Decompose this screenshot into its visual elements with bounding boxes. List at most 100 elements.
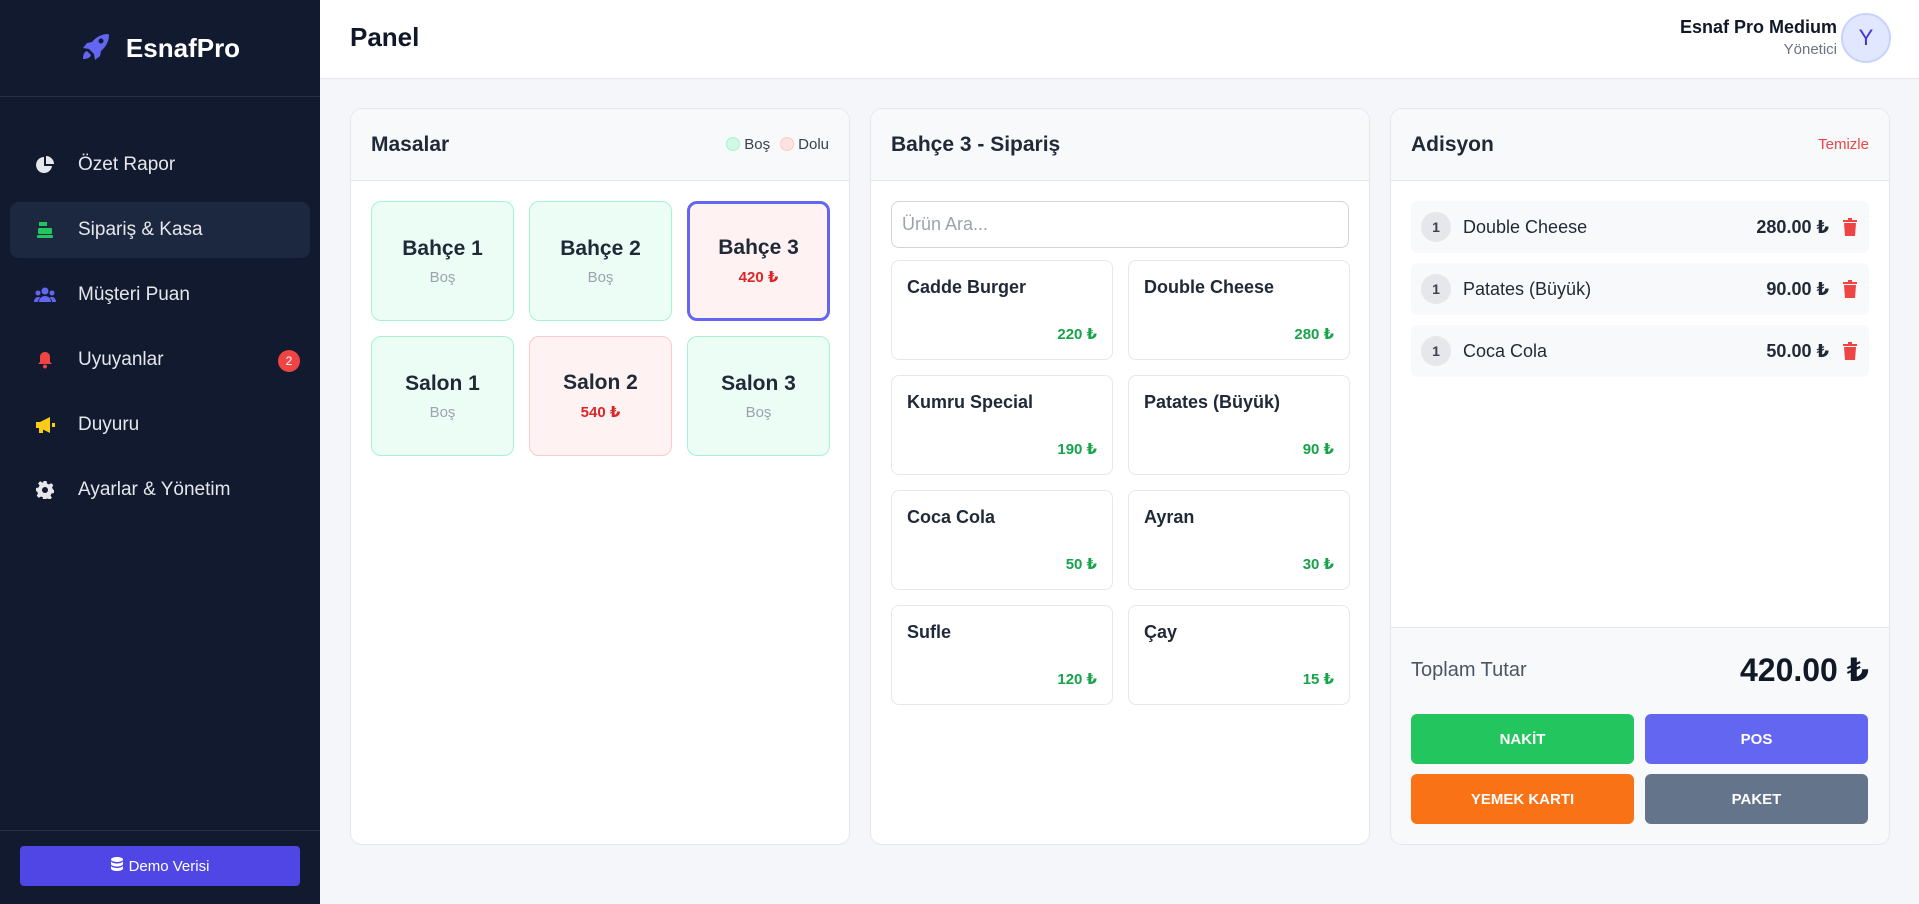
product-card[interactable]: Coca Cola 50 ₺ (891, 490, 1113, 590)
bill-item-name: Double Cheese (1463, 216, 1588, 237)
product-card[interactable]: Patates (Büyük) 90 ₺ (1128, 375, 1350, 475)
legend-full-label: Dolu (798, 136, 829, 153)
product-name: Ayran (1144, 507, 1195, 527)
gear-icon (34, 479, 56, 501)
sidebar-item-label: Özet Rapor (78, 154, 176, 175)
product-price: 220 ₺ (1057, 326, 1097, 343)
pie-chart-icon (34, 154, 56, 176)
product-name: Double Cheese (1144, 277, 1275, 297)
tables-panel-title: Masalar (371, 132, 450, 156)
product-name: Patates (Büyük) (1144, 392, 1281, 412)
user-role: Yönetici (1783, 41, 1837, 58)
bill-panel-title: Adisyon (1411, 132, 1494, 156)
table-name: Bahçe 2 (560, 236, 641, 260)
table-status-legend: Boş Dolu (726, 136, 829, 153)
product-card[interactable]: Kumru Special 190 ₺ (891, 375, 1113, 475)
table-status: 540 ₺ (580, 404, 621, 421)
top-header: Panel Esnaf Pro Medium Yönetici Y (320, 0, 1919, 79)
trash-icon[interactable] (1841, 341, 1859, 361)
bell-icon (34, 349, 56, 371)
sidebar-item-duyuru[interactable]: Duyuru (10, 397, 310, 453)
table-status: 420 ₺ (738, 269, 779, 286)
product-price: 280 ₺ (1294, 326, 1334, 343)
product-name: Cadde Burger (907, 277, 1027, 297)
product-name: Kumru Special (907, 392, 1034, 412)
table-name: Bahçe 1 (402, 236, 483, 260)
bill-item: 1 Patates (Büyük) 90.00 ₺ (1411, 263, 1869, 315)
cash-payment-button[interactable]: NAKİT (1411, 714, 1634, 764)
bill-item-qty: 1 (1421, 274, 1451, 304)
table-name: Bahçe 3 (718, 236, 799, 259)
avatar[interactable]: Y (1841, 13, 1891, 63)
tables-grid: Bahçe 1 Boş Bahçe 2 Boş Bahçe 3 420 ₺ Sa… (351, 181, 849, 476)
total-row: Toplam Tutar 420.00 ₺ (1411, 650, 1869, 690)
payment-buttons: NAKİT POS YEMEK KARTI PAKET (1411, 714, 1869, 824)
sidebar-item-ayarlar-yonetim[interactable]: Ayarlar & Yönetim (10, 462, 310, 518)
product-search-input[interactable] (891, 201, 1349, 248)
table-name: Salon 2 (563, 371, 638, 394)
table-card-salon-3[interactable]: Salon 3 Boş (687, 336, 830, 456)
sidebar-footer: Demo Verisi (0, 830, 320, 904)
legend-empty: Boş (726, 136, 770, 153)
table-card-bahce-2[interactable]: Bahçe 2 Boş (529, 201, 672, 321)
clear-bill-button[interactable]: Temizle (1818, 136, 1869, 153)
sidebar-item-ozet-rapor[interactable]: Özet Rapor (10, 137, 310, 193)
demo-data-label: Demo Verisi (128, 857, 210, 875)
table-status: Boş (429, 268, 456, 286)
table-name: Salon 3 (721, 371, 796, 395)
total-label: Toplam Tutar (1411, 658, 1527, 681)
sidebar-item-label: Uyuyanlar (78, 349, 164, 370)
sidebar-item-uyuyanlar[interactable]: Uyuyanlar 2 (10, 332, 310, 388)
sidebar-item-label: Ayarlar & Yönetim (78, 479, 231, 500)
legend-empty-label: Boş (744, 136, 771, 153)
product-price: 30 ₺ (1302, 556, 1334, 573)
bill-item-price: 280.00 ₺ (1756, 216, 1829, 237)
sidebar-item-musteri-puan[interactable]: Müşteri Puan (10, 267, 310, 323)
bill-item-qty: 1 (1421, 212, 1451, 242)
order-panel: Bahçe 3 - Sipariş Cadde Burger 220 ₺ Dou… (870, 108, 1370, 845)
trash-icon[interactable] (1841, 217, 1859, 237)
sidebar-item-label: Duyuru (78, 414, 140, 435)
bill-item: 1 Double Cheese 280.00 ₺ (1411, 201, 1869, 253)
package-button[interactable]: PAKET (1645, 774, 1868, 824)
bill-items-list: 1 Double Cheese 280.00 ₺ 1 Patates (Büyü… (1391, 181, 1889, 629)
sidebar-item-label: Sipariş & Kasa (78, 219, 203, 240)
demo-data-button[interactable]: Demo Verisi (20, 846, 300, 886)
product-card[interactable]: Double Cheese 280 ₺ (1128, 260, 1350, 360)
page-title: Panel (350, 22, 420, 52)
product-name: Çay (1144, 622, 1178, 642)
product-price: 190 ₺ (1057, 441, 1097, 458)
bill-item-price: 90.00 ₺ (1766, 278, 1829, 299)
table-card-salon-2[interactable]: Salon 2 540 ₺ (529, 336, 672, 456)
user-name: Esnaf Pro Medium (1679, 17, 1837, 37)
sidebar: EsnafPro Özet Rapor Sipariş & Kasa Müşte… (0, 0, 320, 904)
bill-item-qty: 1 (1421, 336, 1451, 366)
order-panel-title: Bahçe 3 - Sipariş (891, 132, 1061, 156)
meal-card-payment-button[interactable]: YEMEK KARTI (1411, 774, 1634, 824)
table-card-bahce-3[interactable]: Bahçe 3 420 ₺ (687, 201, 830, 321)
product-name: Sufle (907, 622, 952, 642)
table-card-bahce-1[interactable]: Bahçe 1 Boş (371, 201, 514, 321)
product-card[interactable]: Ayran 30 ₺ (1128, 490, 1350, 590)
bill-item-name: Coca Cola (1463, 340, 1548, 361)
sidebar-nav: Özet Rapor Sipariş & Kasa Müşteri Puan U… (0, 97, 320, 518)
product-card[interactable]: Sufle 120 ₺ (891, 605, 1113, 705)
product-card[interactable]: Cadde Burger 220 ₺ (891, 260, 1113, 360)
sidebar-item-siparis-kasa[interactable]: Sipariş & Kasa (10, 202, 310, 258)
order-panel-header: Bahçe 3 - Sipariş (871, 109, 1369, 181)
cash-register-icon (34, 219, 56, 241)
pos-payment-button[interactable]: POS (1645, 714, 1868, 764)
table-status: Boş (745, 403, 772, 421)
bill-item: 1 Coca Cola 50.00 ₺ (1411, 325, 1869, 377)
bill-item-price: 50.00 ₺ (1766, 340, 1829, 361)
tables-panel-header: Masalar Boş Dolu (351, 109, 849, 181)
product-price: 120 ₺ (1057, 671, 1097, 688)
tables-panel: Masalar Boş Dolu Bahçe 1 Boş Bahçe 2 Boş… (350, 108, 850, 845)
product-price: 15 ₺ (1302, 671, 1334, 688)
legend-full: Dolu (780, 136, 829, 153)
notification-badge: 2 (278, 350, 300, 372)
table-card-salon-1[interactable]: Salon 1 Boş (371, 336, 514, 456)
trash-icon[interactable] (1841, 279, 1859, 299)
bill-panel-header: Adisyon Temizle (1391, 109, 1889, 181)
product-card[interactable]: Çay 15 ₺ (1128, 605, 1350, 705)
